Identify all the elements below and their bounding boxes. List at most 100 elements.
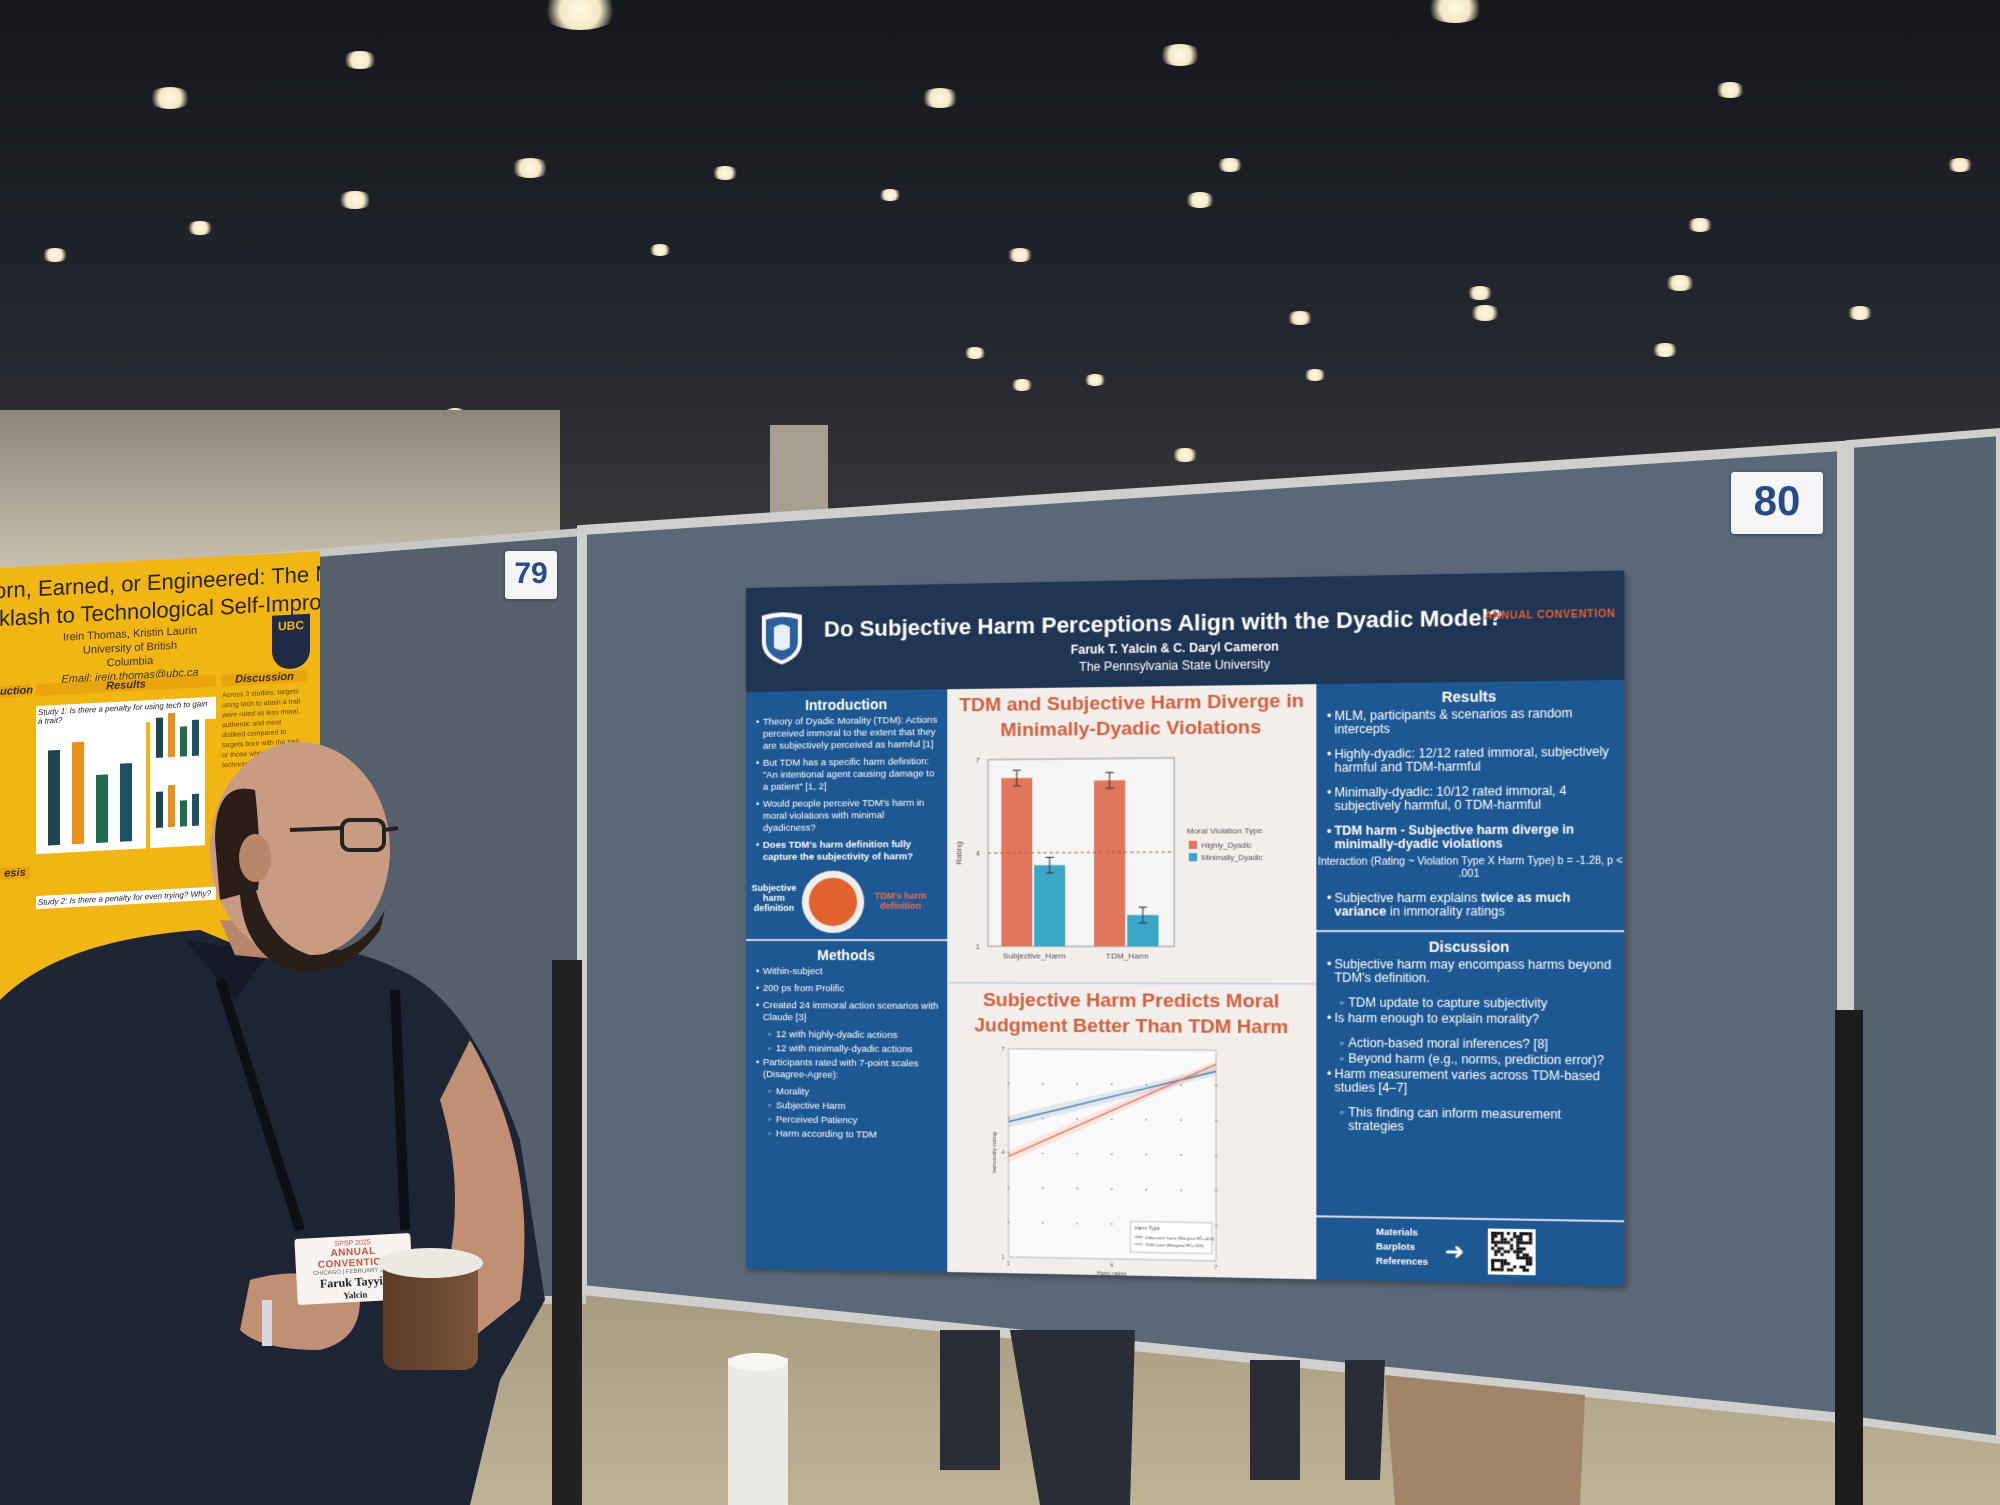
qr-module [1491,1238,1494,1241]
qr-module [1519,1265,1522,1268]
qr-module [1526,1241,1529,1244]
board-number-80: 80 [1731,472,1823,534]
poster-header: Do Subjective Harm Perceptions Align wit… [746,571,1624,692]
list-item: Harm measurement varies across TDM-based… [1327,1068,1615,1098]
research-poster: Do Subjective Harm Perceptions Align wit… [746,571,1624,1286]
x-tick-label: Subjective_Harm [1003,951,1066,960]
qr-module [1516,1253,1519,1256]
x-tick-label: 7 [1215,1265,1218,1271]
qr-module [1523,1269,1526,1272]
qr-module [1494,1253,1497,1256]
ubc-logo: UBC [272,614,310,670]
methods-heading: Methods [746,947,947,963]
section-divider [1316,930,1624,932]
qr-module [1491,1262,1494,1265]
qr-module [1494,1259,1497,1262]
qr-module [1529,1238,1532,1241]
tdm-harm-label: TDM's harm definition [870,891,931,911]
legend-label: Minimally_Dyadic [1201,853,1263,863]
qr-module [1491,1259,1494,1262]
qr-module [1519,1238,1522,1241]
harm-definition-diagram: Subjective harm definition TDM's harm de… [746,868,947,939]
qr-module [1501,1265,1504,1268]
list-item: Participants rated with 7-point scales (… [756,1057,939,1083]
qr-module [1497,1247,1500,1250]
results-list: MLM, participants & scenarios as random … [1316,706,1624,851]
results-bullet: Highly-dyadic: 12/12 rated immoral, subj… [1327,745,1615,775]
qr-module [1510,1244,1513,1247]
qr-module [1523,1266,1526,1269]
data-point [1008,1083,1010,1085]
qr-module [1523,1247,1526,1250]
materials-link[interactable]: Materials [1376,1225,1428,1240]
section-divider [746,939,947,941]
qr-module [1529,1263,1532,1266]
qr-module [1491,1241,1494,1244]
qr-code-icon[interactable] [1488,1228,1536,1275]
barplots-link[interactable]: Barplots [1376,1239,1428,1254]
person-khaki [1385,1375,1585,1505]
bar-highly_dyadic [1094,780,1125,946]
line-chart-heading: Subjective Harm Predicts Moral Judgment … [947,988,1316,1041]
x-tick-label: 4 [1110,1263,1113,1269]
qr-module [1504,1241,1507,1244]
y-tick-label: 7 [976,758,980,765]
introduction-list: Theory of Dyadic Morality (TDM): Actions… [746,715,947,864]
y-axis-label: Immorality rating [992,1132,998,1173]
results-heading: Results [1316,686,1624,707]
qr-module [1494,1250,1497,1253]
methods-list: Within-subject 200 ps from Prolific Create… [746,966,947,1142]
legend-swatch [1189,841,1197,849]
x-tick-label: TDM_Harm [1106,951,1149,960]
introduction-heading: Introduction [746,695,947,714]
list-item: 12 with highly-dyadic actions [756,1029,939,1042]
qr-module [1529,1235,1532,1238]
qr-module [1529,1257,1532,1260]
bar-chart: 147RatingSubjective_Harm TDM_HarmMoral Vi… [947,740,1316,978]
qr-module [1494,1244,1497,1247]
interaction-statistic: Interaction (Rating ~ Violation Type X H… [1316,855,1624,881]
legend-swatch [1189,853,1197,861]
legend-label: Highly_Dyadic [1201,840,1252,850]
references-link[interactable]: References [1376,1254,1428,1270]
legend-label: TDM harm (Marginal R²=.209) [1145,1242,1204,1248]
list-item: Within-subject [756,966,939,979]
results-bullet: Minimally-dyadic: 10/12 rated immoral, 4… [1327,784,1615,813]
neighbor-intro-heading: uction [0,684,30,698]
qr-module [1519,1232,1522,1235]
qr-module [1501,1247,1504,1250]
qr-module [1501,1262,1504,1265]
qr-module [1523,1241,1526,1244]
qr-module [1491,1268,1494,1271]
section-divider [947,982,1316,985]
qr-module [1516,1256,1519,1259]
qr-module [1510,1238,1513,1241]
qr-module [1519,1247,1522,1250]
neighbor-discussion-heading: Discussion [222,670,307,686]
y-tick-label: 1 [1002,1255,1005,1261]
y-tick-label: 4 [976,851,980,858]
list-item: Morality [756,1086,939,1100]
board-number-79: 79 [505,551,557,599]
discussion-heading: Discussion [1316,938,1624,955]
x-tick-label: 1 [1007,1261,1010,1267]
mailing-tube-cap [728,1353,788,1371]
text: in immorality ratings [1386,904,1505,919]
data-point [1076,1083,1078,1085]
y-tick-label: 1 [976,944,980,951]
ear [239,834,271,882]
qr-module [1526,1232,1529,1235]
data-point [1042,1083,1044,1085]
intro-bullet: But TDM has a specific harm definition: … [756,756,939,794]
coffee-lid [378,1248,483,1278]
qr-module [1513,1232,1516,1235]
qr-module [1491,1232,1494,1235]
qr-module [1526,1260,1529,1263]
text: Subjective harm explains [1334,890,1481,905]
qr-module [1497,1232,1500,1235]
results-bullet: TDM harm - Subjective harm diverge in mi… [1327,823,1615,852]
qr-module [1529,1241,1532,1244]
list-item: Is harm enough to explain morality? [1327,1012,1615,1027]
qr-module [1491,1265,1494,1268]
qr-module [1501,1268,1504,1271]
